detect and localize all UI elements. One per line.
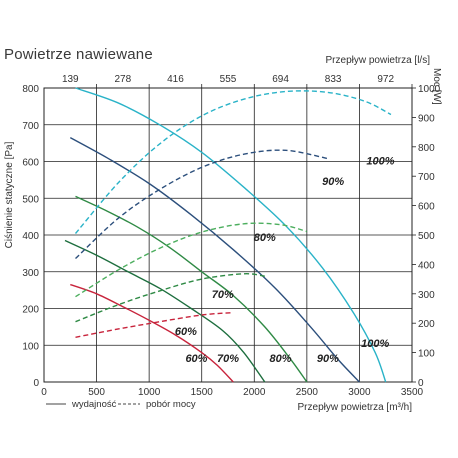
x2-tick-label: 139	[62, 74, 79, 85]
legend-solid-label: wydajność	[71, 399, 117, 410]
y-tick-label: 700	[22, 121, 39, 132]
pressure-curve	[75, 87, 387, 383]
x-tick-label: 3500	[401, 387, 424, 398]
y2-tick-label: 900	[418, 113, 435, 124]
legend-dashed-label: pobór mocy	[146, 399, 196, 410]
x2-tick-label: 416	[167, 74, 184, 85]
y-tick-label: 0	[33, 378, 39, 389]
y-tick-label: 200	[22, 305, 39, 316]
chart-title: Powietrze nawiewane	[4, 46, 153, 63]
x2-tick-label: 278	[115, 74, 132, 85]
series-label: 80%	[270, 353, 292, 365]
y2-tick-label: 800	[418, 143, 435, 154]
y-tick-label: 300	[22, 268, 39, 279]
series-label: 70%	[217, 353, 239, 365]
x-tick-label: 2000	[243, 387, 266, 398]
power-curve	[75, 149, 329, 260]
series-label: 60%	[175, 326, 197, 338]
series-label: 80%	[254, 232, 276, 244]
y-tick-label: 100	[22, 341, 39, 352]
x-axis-label: Przepływ powietrza [m³/h]	[298, 402, 413, 413]
series-label: 100%	[366, 155, 394, 167]
power-curve	[74, 90, 392, 234]
series-label: 70%	[212, 289, 234, 301]
pressure-curve	[64, 239, 266, 383]
y2-tick-label: 700	[418, 172, 435, 183]
power-curve	[75, 273, 265, 323]
x-tick-label: 1000	[138, 387, 161, 398]
y2-tick-label: 200	[418, 319, 435, 330]
power-curve	[75, 311, 234, 338]
x-tick-label: 0	[41, 387, 47, 398]
series-label: 90%	[317, 353, 339, 365]
y2-tick-label: 600	[418, 202, 435, 213]
x2-tick-label: 694	[272, 74, 289, 85]
y-tick-label: 500	[22, 194, 39, 205]
x2-tick-label: 555	[220, 74, 237, 85]
y-tick-label: 400	[22, 231, 39, 242]
x2-tick-label: 972	[377, 74, 394, 85]
pressure-curve	[69, 136, 360, 383]
x-tick-label: 2500	[296, 387, 319, 398]
y2-tick-label: 300	[418, 290, 435, 301]
x2-axis-label: Przepływ powietrza [l/s]	[326, 55, 431, 66]
series-label: 60%	[185, 353, 207, 365]
series-label: 90%	[322, 176, 344, 188]
power-curve	[75, 222, 308, 298]
x-tick-label: 500	[88, 387, 105, 398]
y2-tick-label: 1000	[418, 84, 441, 95]
x-tick-label: 3000	[348, 387, 371, 398]
x2-tick-label: 833	[325, 74, 342, 85]
pressure-curve	[70, 283, 234, 383]
y2-tick-label: 500	[418, 231, 435, 242]
y-tick-label: 600	[22, 158, 39, 169]
pressure-curve	[75, 195, 308, 383]
x-tick-label: 1500	[191, 387, 214, 398]
series-label: 100%	[361, 338, 389, 350]
y-axis-label: Ciśnienie statyczne [Pa]	[4, 141, 15, 248]
y2-axis-label: Moc [W]	[431, 68, 442, 105]
y2-tick-label: 0	[418, 378, 424, 389]
y2-tick-label: 100	[418, 349, 435, 360]
y-tick-label: 800	[22, 84, 39, 95]
y2-tick-label: 400	[418, 260, 435, 271]
